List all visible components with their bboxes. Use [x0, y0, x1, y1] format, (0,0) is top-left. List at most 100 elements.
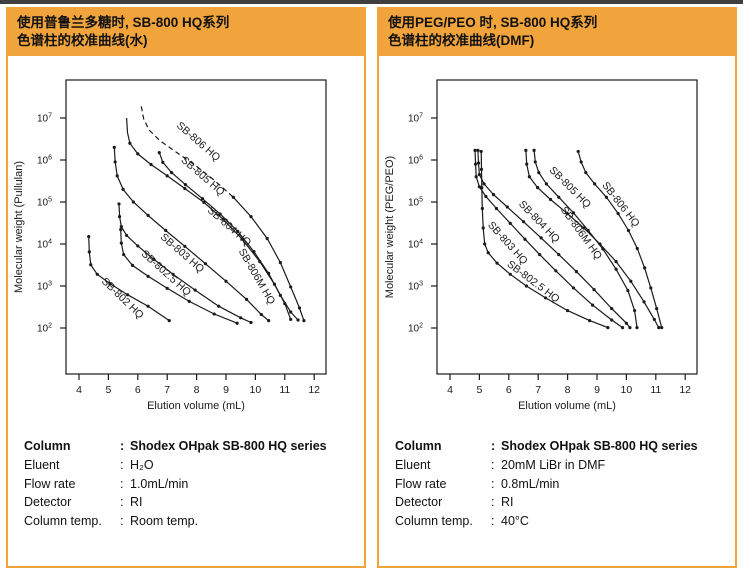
data-point-marker [125, 293, 130, 297]
data-point-marker [643, 266, 647, 270]
data-point-marker [165, 174, 169, 178]
calibration-chart-dmf: 102 103 104 105 106 107 4 5 6 7 8 9 10 11 12 Elution vo… [379, 56, 735, 423]
data-point-marker [566, 309, 570, 313]
condition-row: Eluent: H₂O [24, 456, 354, 475]
page-top-border [0, 0, 743, 4]
svg-text:105: 105 [408, 197, 423, 209]
svg-text:7: 7 [164, 384, 170, 396]
data-point-marker [152, 257, 156, 262]
data-point-marker [582, 226, 586, 230]
panel-title-line2: 色谱柱的校准曲线(水) [17, 32, 148, 48]
data-point-marker [289, 317, 293, 322]
data-point-marker [477, 173, 481, 177]
data-point-marker [495, 261, 499, 265]
data-point-marker [588, 319, 592, 323]
data-point-marker [128, 141, 132, 145]
panel-title-line1: 使用普鲁兰多糖时, SB-800 HQ系列 [17, 15, 230, 30]
chart-svg: 102 103 104 105 106 107 4 5 6 7 8 9 10 11 12 Elution vo… [13, 79, 327, 412]
data-point-marker [592, 288, 596, 292]
curve-label: SB-806M HQ [558, 204, 604, 262]
condition-label: Detector [24, 495, 72, 510]
data-point-marker [113, 160, 117, 164]
data-point-marker [479, 149, 483, 154]
condition-colon: : [120, 476, 124, 491]
data-point-marker [231, 195, 235, 199]
svg-text:4: 4 [447, 384, 453, 396]
data-point-marker [87, 250, 91, 254]
data-point-marker [278, 261, 282, 265]
calibration-chart-water: 102 103 104 105 106 107 4 5 6 7 8 9 10 11 12 Elution vo… [8, 56, 364, 423]
data-point-marker [574, 270, 579, 274]
curve [88, 236, 170, 322]
condition-row: Column temp.: Room temp. [24, 512, 354, 531]
data-point-marker [239, 316, 243, 320]
svg-text:Molecular weight (Pullulan): Molecular weight (Pullulan) [13, 161, 25, 293]
curve-label: SB-805 HQ [178, 154, 226, 198]
data-point-marker [477, 185, 481, 189]
condition-label: Eluent [24, 457, 60, 472]
data-point-marker [117, 202, 121, 206]
data-point-marker [121, 187, 125, 192]
condition-label: Detector [395, 495, 443, 510]
data-point-marker [200, 197, 205, 201]
data-point-marker [554, 269, 558, 273]
data-point-marker [252, 250, 256, 254]
svg-text:9: 9 [594, 384, 600, 396]
data-point-marker [557, 253, 561, 257]
data-point-marker [533, 160, 537, 164]
data-point-marker [614, 267, 618, 271]
svg-text:102: 102 [37, 323, 52, 335]
curve [477, 150, 631, 329]
curve-label: SB-802 HQ [99, 276, 146, 322]
data-point-marker [115, 174, 119, 178]
data-point-marker [524, 148, 528, 153]
data-point-marker [289, 310, 293, 314]
data-point-marker [244, 297, 249, 302]
panel-title-line2: 色谱柱的校准曲线(DMF) [388, 32, 535, 48]
svg-text:11: 11 [279, 384, 290, 396]
svg-text:8: 8 [565, 384, 571, 396]
data-point-marker [505, 205, 509, 209]
data-point-marker [474, 175, 478, 179]
svg-text:104: 104 [37, 239, 52, 251]
data-point-marker [267, 271, 271, 276]
data-point-marker [652, 317, 656, 322]
data-point-marker [296, 318, 300, 322]
data-point-marker [616, 212, 620, 216]
condition-row: Column temp.:40°C [395, 512, 725, 531]
data-point-marker [183, 244, 187, 249]
svg-text:4: 4 [76, 384, 82, 396]
data-point-marker [537, 171, 541, 175]
curve-label: SB-806 HQ [174, 120, 222, 164]
data-point-marker [527, 175, 531, 179]
condition-value: 1.0mL/min [130, 476, 189, 491]
data-point-marker [579, 160, 583, 164]
svg-text:6: 6 [506, 384, 512, 396]
data-point-marker [146, 213, 150, 218]
condition-label: Column [24, 439, 71, 454]
data-point-marker [548, 197, 553, 202]
data-point-marker [655, 307, 659, 311]
svg-text:103: 103 [37, 281, 52, 293]
panel-calibration-dmf: 使用PEG/PEO 时, SB-800 HQ系列 色谱柱的校准曲线(DMF) 1… [377, 7, 737, 568]
data-point-marker [125, 233, 129, 238]
data-point-marker [130, 263, 135, 268]
curve-label: SB-802.5 HQ [505, 258, 562, 305]
data-point-marker [606, 326, 610, 330]
data-point-marker [576, 149, 580, 154]
data-point-marker [136, 244, 140, 248]
data-point-marker [259, 312, 263, 317]
curve-label: SB-803 HQ [485, 219, 530, 267]
data-point-marker [265, 237, 269, 241]
data-point-marker [119, 228, 123, 232]
data-point-marker [660, 326, 664, 330]
data-point-marker [149, 163, 153, 167]
svg-text:106: 106 [408, 155, 423, 167]
condition-row: Column: Shodex OHpak SB-800 HQ series [24, 437, 354, 456]
data-point-marker [481, 226, 485, 230]
condition-row: Detector: RI [395, 493, 725, 512]
svg-text:11: 11 [650, 384, 661, 396]
svg-text:8: 8 [194, 384, 200, 396]
data-point-marker [297, 306, 302, 310]
condition-value: 0.8mL/min [501, 476, 560, 491]
